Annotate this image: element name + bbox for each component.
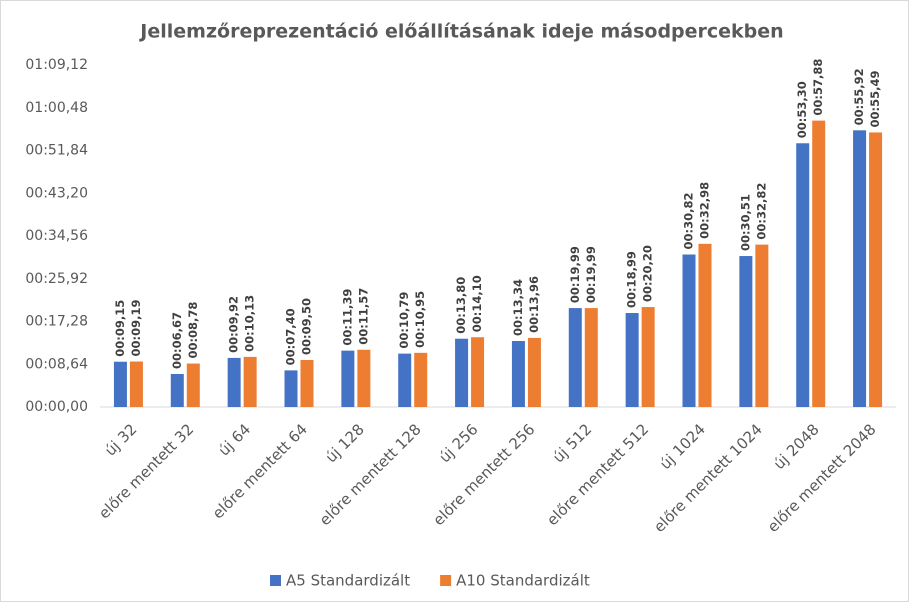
bar [414, 352, 428, 407]
value-label: 00:09,15 [113, 300, 127, 357]
bar [698, 243, 712, 407]
y-tick-label: 01:00,48 [25, 100, 88, 116]
value-label: 00:19,99 [584, 246, 598, 303]
value-label: 00:57,88 [811, 59, 825, 116]
value-label: 00:13,96 [527, 276, 541, 333]
value-label: 00:55,92 [852, 68, 866, 125]
value-label: 00:10,95 [413, 291, 427, 348]
y-tick-label: 00:51,84 [25, 143, 88, 159]
bar [129, 361, 143, 407]
legend-swatch [440, 575, 452, 586]
legend-label: A10 Standardizált [456, 572, 590, 590]
legend-swatch [270, 575, 281, 586]
bar [471, 337, 485, 407]
value-label: 00:10,13 [243, 295, 257, 352]
y-tick-label: 01:09,12 [25, 57, 88, 73]
bar [243, 356, 257, 407]
value-label: 00:11,57 [356, 288, 370, 345]
y-tick-label: 00:34,56 [25, 228, 88, 244]
value-label: 00:06,67 [170, 312, 184, 369]
bar [398, 353, 412, 407]
value-label: 00:14,10 [470, 275, 484, 332]
y-tick-label: 00:08,64 [25, 356, 88, 372]
bar [357, 349, 371, 407]
value-label: 00:20,20 [641, 245, 655, 302]
value-label: 00:11,39 [340, 289, 354, 346]
bar [641, 307, 655, 407]
value-label: 00:10,79 [397, 292, 411, 349]
bar [625, 313, 639, 407]
value-label: 00:09,92 [227, 296, 241, 353]
value-label: 00:07,40 [284, 308, 298, 365]
bar [853, 130, 867, 407]
value-label: 00:32,82 [754, 183, 768, 240]
bar [113, 361, 127, 407]
value-label: 00:55,49 [868, 70, 882, 127]
bar [739, 256, 753, 407]
bar [170, 373, 184, 407]
value-label: 00:08,78 [186, 302, 200, 359]
bar [584, 308, 598, 407]
value-label: 00:13,34 [511, 279, 525, 336]
bar [341, 350, 355, 407]
bar [527, 337, 541, 407]
y-tick-label: 00:43,20 [25, 185, 88, 201]
bar [186, 363, 200, 407]
bar [227, 357, 241, 407]
value-label: 00:19,99 [568, 246, 582, 303]
value-label: 00:30,51 [738, 194, 752, 251]
value-label: 00:09,50 [300, 298, 314, 355]
bar [300, 359, 314, 407]
bar [869, 132, 883, 407]
bar [796, 143, 810, 407]
value-label: 00:09,19 [129, 300, 143, 357]
y-tick-label: 00:00,00 [25, 399, 88, 415]
bar [755, 244, 769, 407]
bar [284, 370, 298, 407]
bar [568, 308, 582, 407]
bar [511, 340, 525, 407]
bar [812, 120, 826, 407]
bar [455, 338, 469, 407]
bar [682, 254, 696, 407]
chart-title: Jellemzőreprezentáció előállításának ide… [138, 21, 783, 43]
y-tick-label: 00:17,28 [25, 314, 88, 330]
legend-label: A5 Standardizált [286, 572, 410, 590]
value-label: 00:53,30 [795, 81, 809, 138]
value-label: 00:32,98 [698, 182, 712, 239]
value-label: 00:30,82 [682, 193, 696, 250]
value-label: 00:13,80 [454, 277, 468, 334]
value-label: 00:18,99 [625, 251, 639, 308]
y-tick-label: 00:25,92 [25, 271, 88, 287]
